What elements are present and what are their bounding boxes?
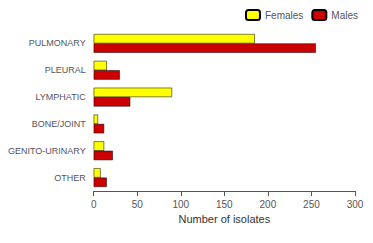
svg-text:Females: Females bbox=[265, 10, 303, 21]
svg-text:GENITO-URINARY: GENITO-URINARY bbox=[8, 146, 86, 156]
svg-text:100: 100 bbox=[172, 199, 189, 210]
svg-text:PLEURAL: PLEURAL bbox=[45, 65, 86, 75]
svg-text:250: 250 bbox=[303, 199, 320, 210]
svg-text:Males: Males bbox=[331, 10, 358, 21]
svg-text:0: 0 bbox=[91, 199, 97, 210]
svg-text:Number of isolates: Number of isolates bbox=[178, 213, 270, 225]
svg-text:PULMONARY: PULMONARY bbox=[29, 38, 86, 48]
svg-text:200: 200 bbox=[260, 199, 277, 210]
svg-text:300: 300 bbox=[347, 199, 364, 210]
svg-text:OTHER: OTHER bbox=[54, 173, 86, 183]
svg-text:50: 50 bbox=[132, 199, 144, 210]
svg-text:LYMPHATIC: LYMPHATIC bbox=[35, 92, 86, 102]
svg-text:150: 150 bbox=[216, 199, 233, 210]
svg-text:BONE/JOINT: BONE/JOINT bbox=[32, 119, 87, 129]
